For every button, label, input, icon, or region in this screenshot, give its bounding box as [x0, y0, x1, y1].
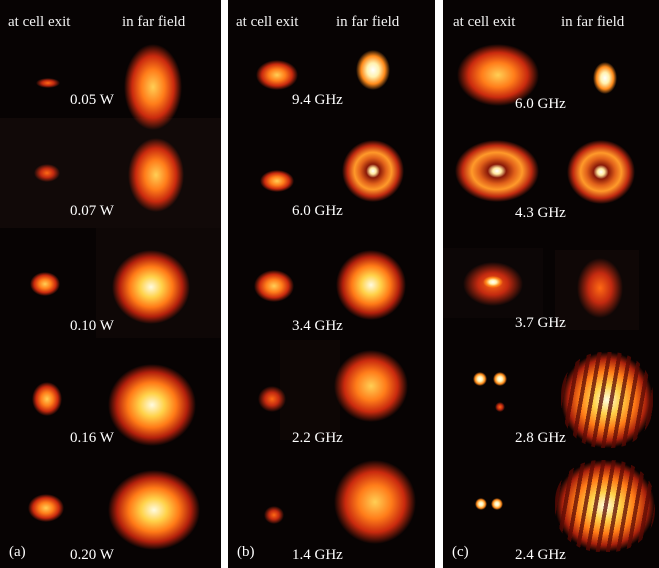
- beam-spot-cell-exit: [30, 272, 60, 296]
- frequency-label: 1.4 GHz: [292, 547, 343, 563]
- beam-spot-cell-exit: [258, 386, 286, 412]
- power-label: 0.16 W: [70, 430, 114, 446]
- beam-dot-cell-exit: [473, 372, 487, 386]
- header-cell-exit: at cell exit: [8, 14, 71, 30]
- panel-label: (b): [237, 544, 255, 560]
- beam-ring-cell-exit: [455, 140, 539, 202]
- beam-ring-far-field: [342, 140, 404, 202]
- beam-dot-cell-exit: [495, 402, 505, 412]
- beam-spot-far-field: [334, 460, 416, 544]
- beam-dot-cell-exit: [475, 498, 487, 510]
- power-label: 0.20 W: [70, 547, 114, 563]
- beam-spot-far-field: [128, 138, 184, 212]
- beam-core-cell-exit: [483, 276, 503, 288]
- beam-spot-cell-exit: [254, 270, 294, 302]
- frequency-label: 3.7 GHz: [515, 315, 566, 331]
- frequency-label: 2.8 GHz: [515, 430, 566, 446]
- beam-spot-cell-exit: [264, 506, 284, 524]
- beam-spot-far-field: [336, 250, 406, 320]
- beam-spot-cell-exit: [256, 60, 298, 90]
- beam-spot-cell-exit: [36, 78, 60, 88]
- frequency-label: 3.4 GHz: [292, 318, 343, 334]
- power-label: 0.05 W: [70, 92, 114, 108]
- beam-spot-far-field: [334, 350, 408, 422]
- background-tile: [280, 340, 340, 440]
- power-label: 0.10 W: [70, 318, 114, 334]
- beam-dot-cell-exit: [493, 372, 507, 386]
- beam-spot-far-field: [108, 470, 200, 550]
- panel-label: (c): [452, 544, 469, 560]
- beam-spot-far-field: [356, 50, 390, 90]
- beam-dot-cell-exit: [491, 498, 503, 510]
- interference-fringes-far-field: [555, 460, 655, 552]
- interference-fringes-far-field: [561, 352, 653, 448]
- frequency-label: 6.0 GHz: [292, 203, 343, 219]
- beam-ring-far-field: [567, 140, 635, 204]
- panel-c: at cell exit in far field 6.0 GHz 4.3 GH…: [443, 0, 659, 568]
- frequency-label: 2.2 GHz: [292, 430, 343, 446]
- header-cell-exit: at cell exit: [236, 14, 299, 30]
- beam-spot-far-field: [108, 364, 196, 446]
- beam-spot-far-field: [112, 250, 190, 324]
- header-cell-exit: at cell exit: [453, 14, 516, 30]
- panel-a: at cell exit in far field 0.05 W 0.07 W …: [0, 0, 221, 568]
- beam-spot-far-field: [593, 62, 617, 94]
- header-far-field: in far field: [336, 14, 400, 30]
- frequency-label: 6.0 GHz: [515, 96, 566, 112]
- frequency-label: 4.3 GHz: [515, 205, 566, 221]
- beam-spot-cell-exit: [32, 382, 62, 416]
- header-far-field: in far field: [122, 14, 186, 30]
- beam-spot-far-field: [577, 258, 623, 318]
- frequency-label: 9.4 GHz: [292, 92, 343, 108]
- beam-spot-cell-exit: [457, 44, 539, 106]
- beam-spot-cell-exit: [260, 170, 294, 192]
- panel-b: at cell exit in far field 9.4 GHz 6.0 GH…: [228, 0, 435, 568]
- beam-spot-cell-exit: [34, 164, 60, 182]
- panel-label: (a): [9, 544, 26, 560]
- power-label: 0.07 W: [70, 203, 114, 219]
- frequency-label: 2.4 GHz: [515, 547, 566, 563]
- beam-spot-cell-exit: [28, 494, 64, 522]
- header-far-field: in far field: [561, 14, 625, 30]
- beam-spot-far-field: [124, 44, 182, 130]
